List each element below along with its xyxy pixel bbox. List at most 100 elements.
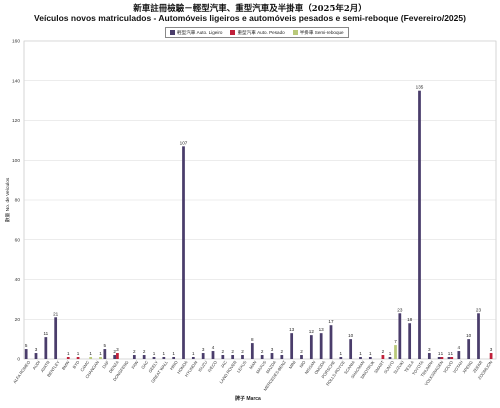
bar <box>99 357 102 359</box>
legend-item-light: 輕型汽車 Auto. Ligeiro <box>170 30 222 36</box>
chart-title: 新車註冊檢驗－輕型汽車、重型汽車及半掛車（2025年2月） <box>133 4 367 14</box>
bar <box>182 146 185 359</box>
bar <box>381 355 385 359</box>
legend-label-heavy: 重型汽車 Auto. Pesado <box>237 29 285 35</box>
bar <box>309 335 313 359</box>
y-tick-label: 160 <box>12 39 20 45</box>
data-label: 1 <box>99 351 102 356</box>
x-tick-label: ALFA ROMEO <box>12 360 31 384</box>
data-label: 1 <box>153 351 156 356</box>
bar <box>152 357 156 359</box>
x-tick-label: IVECO <box>207 360 218 373</box>
data-label: 1 <box>77 351 80 356</box>
bar <box>221 355 225 359</box>
legend-label-semi: 半掛車 Semi-reboque <box>299 29 344 35</box>
bar <box>116 353 119 359</box>
data-label: 11 <box>43 331 48 336</box>
bar <box>368 357 372 359</box>
data-label: 1 <box>89 351 92 356</box>
data-label: 3 <box>490 347 493 352</box>
bar <box>427 353 431 359</box>
x-tick-label: DAF <box>101 359 110 369</box>
bar <box>329 325 333 359</box>
bar <box>418 90 421 359</box>
data-label: 23 <box>476 307 482 312</box>
bar <box>398 313 402 359</box>
data-label: 2 <box>222 349 225 354</box>
y-tick-label: 140 <box>12 78 20 84</box>
legend-swatch-light <box>170 30 175 35</box>
bar <box>408 323 412 359</box>
x-tick-label: CAMC <box>79 360 90 373</box>
data-label: 1 <box>359 351 362 356</box>
data-label: 1 <box>450 351 453 356</box>
bar <box>467 339 471 359</box>
data-label: 1 <box>172 351 175 356</box>
bar <box>113 355 117 359</box>
legend-label-light: 輕型汽車 Auto. Ligeiro <box>177 29 223 35</box>
data-label: 3 <box>202 347 205 352</box>
x-tick-label: ISUZU <box>197 360 208 373</box>
bar <box>339 357 343 359</box>
data-label: 3 <box>35 347 38 352</box>
x-tick-label: JAC <box>219 360 228 369</box>
y-tick-label: 80 <box>15 198 21 204</box>
data-label: 2 <box>281 349 284 354</box>
bar <box>260 355 264 359</box>
bar <box>76 357 80 359</box>
bar <box>440 357 444 359</box>
data-label: 13 <box>319 327 325 332</box>
bar <box>250 343 254 359</box>
bar <box>34 353 38 359</box>
bar <box>450 357 454 359</box>
legend-swatch-semi <box>292 30 298 35</box>
x-tick-label: AUDI <box>31 360 41 371</box>
x-tick-label: AVATR <box>39 360 50 373</box>
data-label: 18 <box>407 317 413 322</box>
data-label: 107 <box>180 140 188 145</box>
bar <box>211 351 215 359</box>
data-label: 1 <box>163 351 166 356</box>
data-label: 5 <box>104 343 107 348</box>
bar <box>231 355 235 359</box>
data-label: 1 <box>192 351 195 356</box>
y-tick-label: 20 <box>15 317 21 323</box>
data-label: 1 <box>369 351 372 356</box>
bar <box>66 357 70 359</box>
data-label: 2 <box>261 349 264 354</box>
x-tick-label: BMW <box>61 360 71 371</box>
y-tick-label: 40 <box>15 277 21 283</box>
x-tick-label: MINI <box>288 360 297 370</box>
data-label: 13 <box>289 327 295 332</box>
data-label: 1 <box>448 351 451 356</box>
bar <box>349 339 353 359</box>
data-label: 3 <box>271 347 274 352</box>
data-label: 135 <box>416 85 424 90</box>
bar <box>477 313 480 359</box>
chart-legend: 輕型汽車 Auto. Ligeiro 重型汽車 Auto. Pesado 半掛車… <box>165 27 349 38</box>
bar <box>457 351 461 359</box>
data-label: 4 <box>458 345 461 350</box>
data-label: 7 <box>394 339 397 344</box>
y-tick-label: 0 <box>17 357 20 363</box>
data-label: 3 <box>428 347 431 352</box>
data-label: 5 <box>25 343 28 348</box>
y-tick-label: 120 <box>12 118 20 124</box>
data-label: 1 <box>389 351 392 356</box>
bar <box>270 353 274 359</box>
bar <box>290 333 294 359</box>
x-tick-label: GEELY <box>147 359 159 373</box>
data-label: 3 <box>116 347 119 352</box>
bar <box>280 355 284 359</box>
bar <box>172 357 176 359</box>
x-axis-label: 牌子 Marca <box>235 396 261 402</box>
bar <box>162 357 166 359</box>
chart-subtitle: Veículos novos matriculados - Automóveis… <box>34 13 466 23</box>
bar <box>319 333 323 359</box>
data-label: 10 <box>348 333 354 338</box>
legend-item-semi: 半掛車 Semi-reboque <box>292 29 344 36</box>
y-tick-label: 100 <box>12 158 20 164</box>
data-label: 2 <box>241 349 244 354</box>
data-label: 23 <box>397 307 403 312</box>
